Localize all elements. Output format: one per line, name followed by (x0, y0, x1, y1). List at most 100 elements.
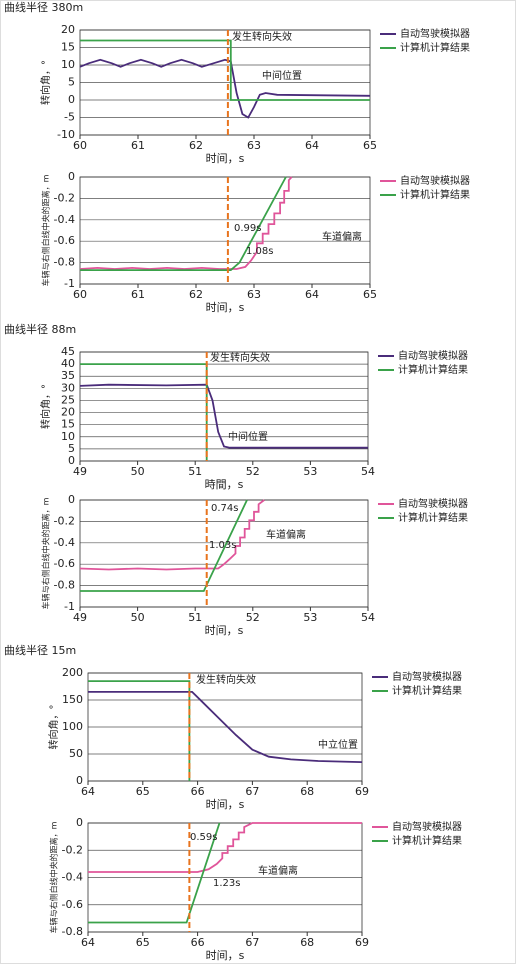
x-tick-label: 68 (300, 936, 314, 949)
legend-label: 计算机计算结果 (398, 511, 468, 524)
y-axis-title: 车辆与右侧白线中央的距离，m (41, 497, 51, 609)
annotation: 中间位置 (228, 430, 268, 443)
y-tick-label: 5 (68, 442, 75, 455)
y-axis-title: 车辆与右侧白线中央的距离，m (41, 174, 51, 286)
x-tick-label: 64 (305, 288, 319, 301)
plot-frame (79, 499, 369, 608)
x-tick-label: 52 (246, 611, 260, 624)
x-tick-label: 53 (303, 465, 317, 478)
x-tick-label: 66 (191, 936, 205, 949)
x-axis-title: 时间，s (206, 798, 245, 811)
annotation: 发生转向失效 (232, 30, 292, 43)
y-tick-label: 20 (61, 23, 75, 36)
x-tick-label: 54 (361, 611, 375, 624)
y-tick-label: 35 (61, 369, 75, 382)
y-tick-label: -0.4 (54, 213, 75, 226)
legend-label: 自动驾驶模拟器 (400, 174, 470, 187)
x-tick-label: 62 (189, 139, 203, 152)
y-axis-title: 转向角，° (39, 384, 52, 429)
series-line (80, 39, 370, 101)
legend-label: 自动驾驶模拟器 (398, 349, 468, 362)
plot-frame (79, 176, 371, 285)
x-tick-label: 51 (188, 465, 202, 478)
x-tick-label: 49 (73, 611, 87, 624)
y-tick-label: 20 (61, 406, 75, 419)
y-tick-label: 0 (68, 170, 75, 183)
legend-label: 计算机计算结果 (400, 188, 470, 201)
y-tick-label: -0.4 (62, 871, 83, 884)
x-tick-label: 65 (136, 785, 150, 798)
plot-frame (87, 822, 363, 933)
series-line (79, 499, 265, 571)
section-title: 曲线半径 15m (4, 643, 76, 657)
y-tick-label: -0.2 (54, 514, 75, 527)
y-tick-label: 0 (68, 93, 75, 106)
y-tick-label: 150 (62, 693, 83, 706)
series-line (88, 822, 362, 873)
y-tick-label: -0.6 (54, 557, 75, 570)
y-tick-label: -0.6 (54, 234, 75, 247)
y-axis-title: 车辆与右侧白线中央的距离，m (49, 821, 59, 933)
annotation: 中间位置 (262, 69, 302, 82)
annotation: 发生转向失效 (196, 673, 256, 686)
x-tick-label: 64 (81, 785, 95, 798)
y-tick-label: 30 (61, 381, 75, 394)
x-tick-label: 63 (247, 139, 261, 152)
y-tick-label: 15 (61, 41, 75, 54)
x-tick-label: 61 (131, 139, 145, 152)
y-tick-label: -5 (64, 111, 75, 124)
annotation: 0.74s (211, 503, 238, 514)
section-title: 曲线半径 380m (4, 0, 83, 14)
x-tick-label: 50 (131, 465, 145, 478)
annotation: 车道偏离 (322, 230, 362, 243)
x-axis-title: 时间，s (206, 949, 245, 962)
plot-frame (87, 672, 363, 782)
x-tick-label: 64 (81, 936, 95, 949)
y-tick-label: 0 (76, 816, 83, 829)
x-tick-label: 66 (191, 785, 205, 798)
y-tick-label: 200 (62, 666, 83, 679)
series-line (79, 383, 368, 449)
legend-label: 计算机计算结果 (398, 363, 468, 376)
legend-label: 计算机计算结果 (392, 834, 462, 847)
annotation: 发生转向失效 (210, 351, 270, 364)
x-tick-label: 67 (245, 785, 259, 798)
y-tick-label: 100 (62, 720, 83, 733)
x-tick-label: 68 (300, 785, 314, 798)
series-line (88, 822, 221, 924)
y-tick-label: -0.2 (62, 843, 83, 856)
y-tick-label: 0 (68, 454, 75, 467)
series-line (79, 176, 293, 270)
y-tick-label: 45 (61, 345, 75, 358)
x-tick-label: 52 (246, 465, 260, 478)
x-tick-label: 69 (355, 936, 369, 949)
x-tick-label: 69 (355, 785, 369, 798)
legend-label: 自动驾驶模拟器 (392, 670, 462, 683)
plot-frame (79, 351, 369, 462)
y-tick-label: -0.8 (62, 925, 83, 938)
y-tick-label: 50 (69, 747, 83, 760)
series-line (80, 499, 248, 592)
x-tick-label: 65 (136, 936, 150, 949)
y-tick-label: 0 (76, 774, 83, 787)
series-line (79, 58, 371, 119)
y-tick-label: -0.6 (62, 898, 83, 911)
y-tick-label: -1 (64, 277, 75, 290)
y-tick-label: -0.4 (54, 536, 75, 549)
y-tick-label: 25 (61, 393, 75, 406)
x-tick-label: 51 (188, 611, 202, 624)
y-tick-label: 5 (68, 76, 75, 89)
x-tick-label: 61 (131, 288, 145, 301)
y-axis-title: 转向角，° (47, 705, 60, 750)
y-tick-label: -10 (57, 128, 75, 141)
annotation: 车道偏离 (258, 864, 298, 877)
x-tick-label: 49 (73, 465, 87, 478)
y-axis-title: 转向角，° (39, 60, 52, 105)
x-axis-title: 时间，s (206, 152, 245, 165)
x-tick-label: 54 (361, 465, 375, 478)
y-tick-label: 10 (61, 430, 75, 443)
x-tick-label: 60 (73, 139, 87, 152)
y-tick-label: 40 (61, 357, 75, 370)
x-tick-label: 60 (73, 288, 87, 301)
